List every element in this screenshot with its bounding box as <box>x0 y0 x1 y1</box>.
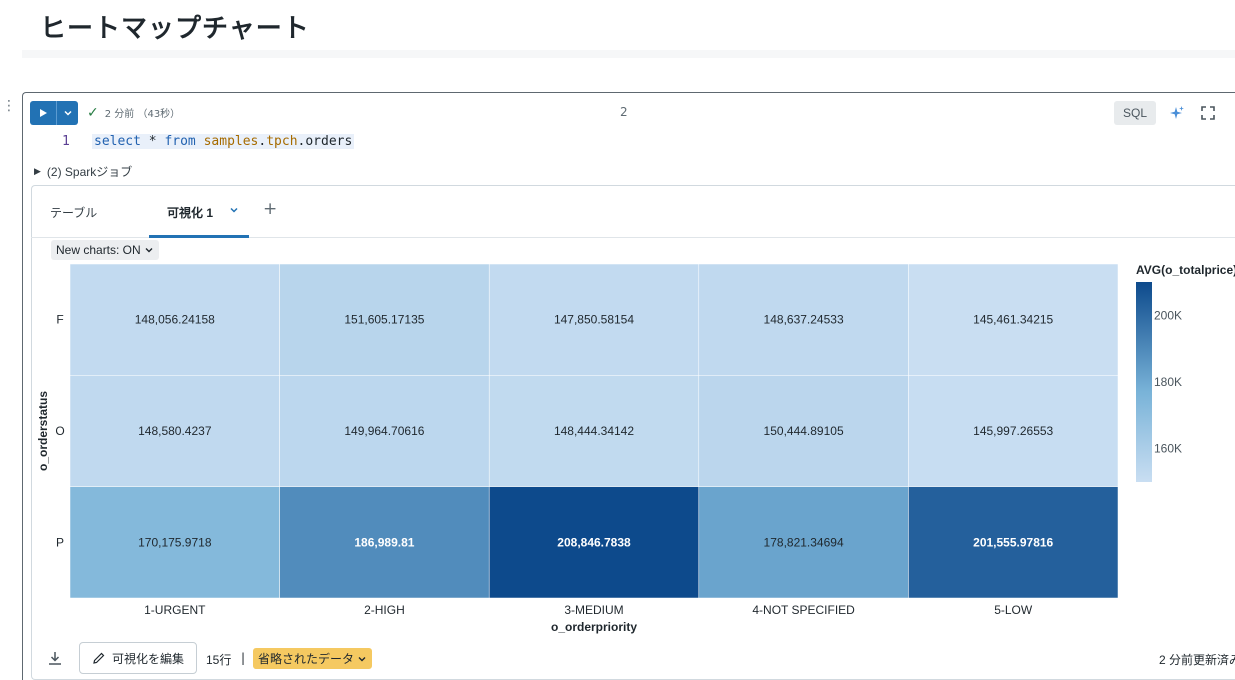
tab-visualization[interactable]: 可視化 1 <box>167 206 214 220</box>
result-panel <box>31 185 1235 680</box>
assistant-sparkle-icon[interactable] <box>1168 104 1186 122</box>
truncated-data-badge[interactable]: 省略されたデータ <box>253 648 373 669</box>
code-identifier-samples: samples <box>203 134 259 149</box>
new-charts-toggle[interactable]: New charts: ON <box>51 240 159 260</box>
check-icon: ✓ <box>87 104 99 121</box>
run-status-text: 2 分前 （43秒） <box>104 109 181 120</box>
row-count: 15行 <box>206 653 232 667</box>
code-line[interactable]: 1 select * from samples.tpch.orders <box>62 134 355 149</box>
run-button-group <box>30 101 78 125</box>
chevron-down-icon[interactable] <box>228 204 240 216</box>
new-charts-label: New charts: ON <box>56 243 141 257</box>
pencil-icon <box>93 652 105 664</box>
notebook-cell <box>22 92 1235 680</box>
chevron-down-icon <box>358 656 366 661</box>
code-keyword-select: select <box>94 134 141 149</box>
last-updated: 2 分前更新済み <box>1159 653 1235 667</box>
code-dot: . <box>297 134 306 149</box>
run-status: ✓ 2 分前 （43秒） <box>87 104 181 121</box>
play-icon <box>40 109 47 117</box>
cell-drag-handle-icon[interactable]: ⋮ <box>2 98 16 114</box>
chevron-down-icon <box>63 110 72 116</box>
expand-icon[interactable] <box>1199 104 1217 122</box>
tab-table[interactable]: テーブル <box>50 206 98 220</box>
add-tab-button[interactable]: + <box>263 199 278 219</box>
language-badge[interactable]: SQL <box>1114 101 1156 125</box>
chevron-down-icon <box>145 248 153 253</box>
code-keyword-from: from <box>164 134 196 149</box>
active-tab-indicator <box>149 235 249 238</box>
footer-separator: | <box>241 651 246 665</box>
code-identifier-tpch: tpch <box>266 134 298 149</box>
run-separator <box>56 101 57 125</box>
edit-visualization-button[interactable]: 可視化を編集 <box>79 642 197 674</box>
code-text[interactable]: select * from samples.tpch.orders <box>92 134 355 149</box>
code-dot: . <box>258 134 267 149</box>
truncated-data-label: 省略されたデータ <box>258 652 355 666</box>
triangle-right-icon: ▶ <box>34 166 41 176</box>
code-identifier-orders: orders <box>305 134 353 149</box>
download-icon[interactable] <box>47 650 63 666</box>
code-star: * <box>148 134 157 149</box>
spark-jobs-toggle[interactable]: ▶ (2) Sparkジョブ <box>34 163 132 180</box>
page-title: ヒートマップチャート <box>40 14 310 44</box>
title-divider <box>22 50 1235 58</box>
cell-index: 2 <box>620 105 628 119</box>
result-tabs: テーブル 可視化 1 + <box>31 186 1235 238</box>
edit-visualization-label: 可視化を編集 <box>111 651 184 666</box>
run-options-button[interactable] <box>57 101 78 125</box>
line-number: 1 <box>62 134 70 149</box>
run-button[interactable] <box>30 101 56 125</box>
spark-jobs-label: (2) Sparkジョブ <box>46 165 133 179</box>
